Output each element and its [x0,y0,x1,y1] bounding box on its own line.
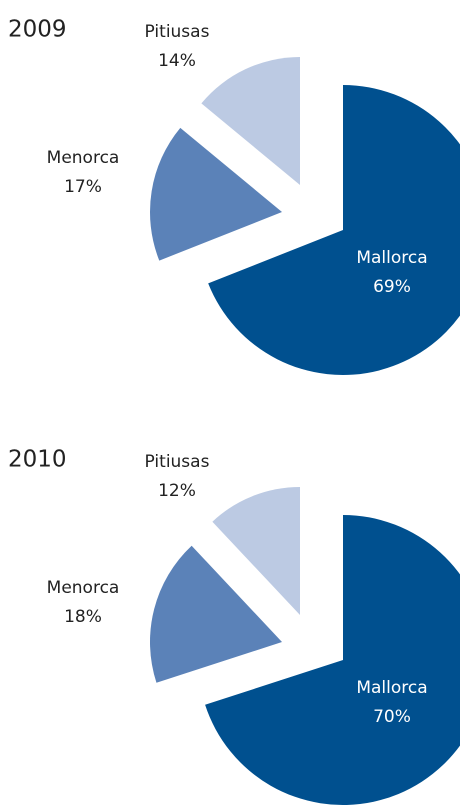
slice-value: 18% [64,607,102,627]
pie-slice [150,127,282,261]
pie-slice [208,85,460,375]
slice-value: 12% [158,481,196,501]
chart-title: 2009 [8,17,67,43]
chart-title: 2010 [8,447,67,473]
slice-value: 69% [373,277,411,297]
slice-value: 14% [158,51,196,71]
pie-slice [201,57,300,185]
pie-slice [205,515,460,805]
slice-name: Pitiusas [145,22,210,42]
slice-name: Menorca [47,148,120,168]
pie-slice [150,545,282,683]
slice-name: Pitiusas [145,452,210,472]
slice-name: Mallorca [356,248,427,268]
slice-value: 17% [64,177,102,197]
pie-slice [212,487,300,615]
slice-value: 70% [373,707,411,727]
slice-name: Menorca [47,578,120,598]
slice-name: Mallorca [356,678,427,698]
